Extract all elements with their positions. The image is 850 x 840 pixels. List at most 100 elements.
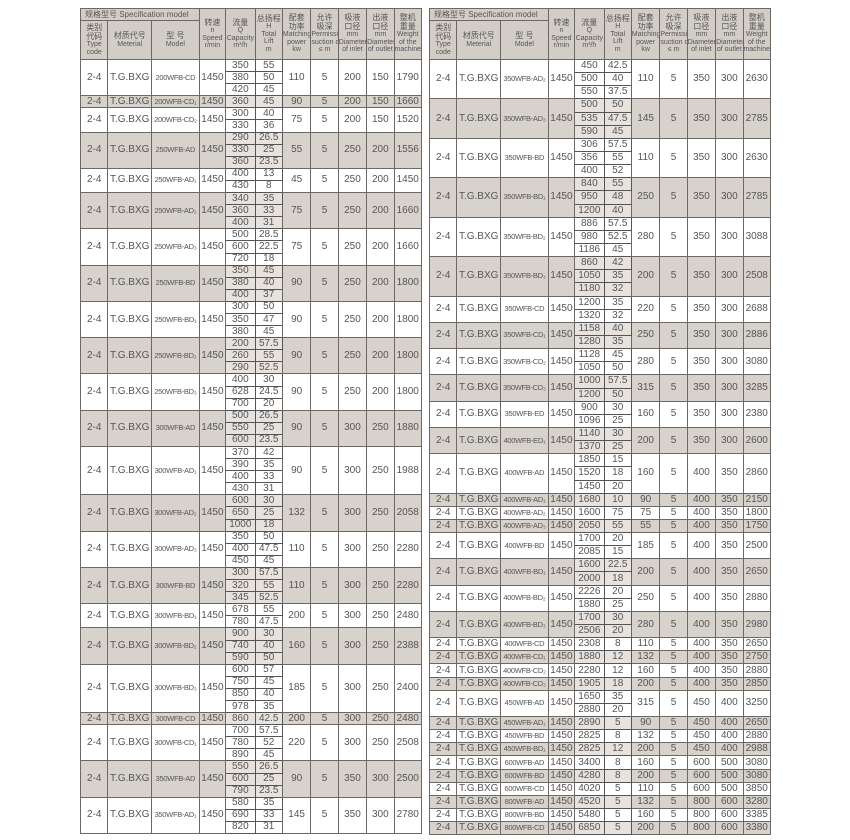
capacity-cell: 1200: [574, 203, 605, 218]
model-cell: 400WFB-CD: [500, 637, 549, 652]
power-cell: 280: [630, 610, 661, 639]
weight-cell: 2785: [742, 98, 772, 139]
header-line: Q: [586, 27, 593, 34]
weight-cell: 2650: [742, 716, 772, 731]
lift-cell: 55: [603, 518, 632, 534]
table-row: 2-4 T.G.BXG 200WFB-CD 1450 350 55 110 5 200 150 17…: [79, 58, 423, 97]
table-row: 2-4 T.G.BXG 350WFB-CD₃ 1450 1000 57.5 315 5 350 3…: [428, 374, 772, 402]
capacity-cell: 1320: [574, 308, 605, 323]
model-cell: 300WFB-AD₃: [151, 530, 200, 568]
lift-cell: 5: [603, 781, 632, 796]
outlet-cell: 350: [715, 663, 744, 678]
suction-cell: 5: [659, 821, 688, 836]
capacity-cell: 678: [225, 603, 256, 617]
header-line: 材质代号: [113, 31, 146, 40]
capacity-cell: 4520: [574, 794, 605, 810]
header-line: of outlet: [716, 46, 742, 54]
weight-cell: 2500: [742, 532, 772, 560]
speed-cell: 1450: [198, 494, 227, 532]
header-line: Diameter: [367, 38, 395, 46]
inlet-cell: 350: [686, 426, 717, 455]
table-row: 2-4 T.G.BXG 400WFB-BD 1450 1700 20 185 5 400 350 2…: [428, 532, 772, 560]
speed-cell: 1450: [198, 566, 227, 605]
lift-cell: 15: [603, 453, 632, 468]
weight-cell: 2880: [742, 663, 772, 678]
outlet-cell: 150: [366, 107, 395, 133]
lift-cell: 57.5: [254, 566, 283, 581]
model-cell: 350WFB-BD₁: [500, 177, 549, 218]
speed-cell: 1450: [547, 374, 576, 402]
lift-cell: 50: [254, 71, 283, 85]
lift-cell: 18: [603, 676, 632, 691]
outlet-cell: 350: [715, 492, 744, 507]
speed-cell: 1450: [547, 295, 576, 323]
capacity-cell: 4020: [574, 781, 605, 796]
model-cell: 300WFB-AD₁: [151, 445, 200, 496]
power-cell: 90: [281, 95, 312, 109]
power-cell: 160: [630, 400, 661, 428]
suction-cell: 5: [659, 794, 688, 810]
header-power: 配套 功率 Matching power kw: [630, 8, 661, 60]
inlet-cell: 400: [686, 453, 717, 494]
lift-cell: 18: [254, 518, 283, 532]
inlet-cell: 300: [337, 663, 368, 714]
weight-cell: 2750: [742, 650, 772, 665]
outlet-cell: 200: [366, 167, 395, 194]
header-weight: 整机 重量 Weight of the machine: [742, 8, 772, 60]
capacity-cell: 550: [225, 421, 256, 435]
material-cell: T.G.BXG: [107, 796, 153, 835]
capacity-cell: 1700: [574, 610, 605, 626]
outlet-cell: 200: [366, 264, 395, 302]
capacity-cell: 2880: [574, 702, 605, 718]
lift-cell: 23.5: [254, 784, 283, 798]
model-cell: 250WFB-AD: [151, 131, 200, 169]
model-cell: 400WFB-BD₁: [500, 558, 549, 586]
power-cell: 160: [281, 627, 312, 665]
header-lift: 总扬程 H Total Lift m: [603, 8, 632, 60]
inlet-cell: 800: [686, 794, 717, 810]
material-cell: T.G.BXG: [456, 374, 502, 402]
weight-cell: 1520: [393, 107, 423, 133]
material-cell: T.G.BXG: [107, 530, 153, 568]
outlet-cell: 400: [715, 729, 744, 744]
header-line: ≤ m: [318, 46, 331, 54]
suction-cell: 5: [659, 742, 688, 757]
power-cell: 200: [630, 676, 661, 691]
power-cell: 55: [281, 131, 312, 169]
type-code-cell: 2-4: [428, 177, 458, 218]
material-cell: T.G.BXG: [456, 58, 502, 100]
lift-cell: 35: [603, 295, 632, 310]
power-cell: 200: [281, 712, 312, 726]
weight-cell: 2150: [742, 492, 772, 507]
type-code-cell: 2-4: [428, 821, 458, 836]
weight-cell: 2988: [742, 742, 772, 757]
type-code-cell: 2-4: [428, 58, 458, 100]
type-code-cell: 2-4: [428, 637, 458, 652]
lift-cell: 40: [254, 687, 283, 701]
power-cell: 280: [630, 216, 661, 258]
table-row: 2-4 T.G.BXG 400WFB-CD 1450 2308 8 110 5 400 350 26…: [428, 637, 772, 652]
weight-cell: 2388: [393, 627, 423, 665]
material-cell: T.G.BXG: [107, 228, 153, 266]
suction-cell: 5: [659, 177, 688, 218]
material-cell: T.G.BXG: [107, 107, 153, 133]
material-cell: T.G.BXG: [107, 337, 153, 375]
material-cell: T.G.BXG: [456, 321, 502, 350]
capacity-cell: 650: [225, 506, 256, 520]
model-cell: 300WFB-BD: [151, 566, 200, 605]
weight-cell: 1450: [393, 167, 423, 194]
power-cell: 90: [281, 264, 312, 302]
suction-cell: 5: [659, 453, 688, 494]
type-code-cell: 2-4: [428, 610, 458, 639]
weight-cell: 1660: [393, 192, 423, 230]
table-row: 2-4 T.G.BXG 200WFB-CD₂ 1450 300 40 75 5 200 150 15…: [79, 107, 423, 133]
header-line: Diameter: [687, 38, 716, 46]
capacity-cell: 360: [225, 155, 256, 169]
table-row: 820 31: [81, 820, 422, 835]
capacity-cell: 4280: [574, 768, 605, 783]
suction-cell: 5: [310, 627, 339, 665]
capacity-cell: 400: [225, 373, 256, 387]
model-cell: 600WFB-AD: [500, 755, 549, 770]
power-cell: 90: [281, 373, 312, 411]
lift-cell: 32: [603, 282, 632, 297]
